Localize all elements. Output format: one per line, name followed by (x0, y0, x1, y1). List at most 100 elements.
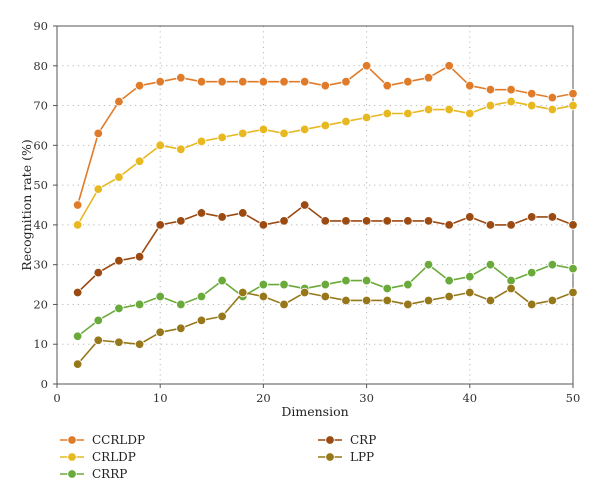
point-ccrldp (155, 76, 165, 87)
point-crrp (423, 259, 434, 270)
point-ccrldp (217, 76, 227, 87)
y-axis-title: Recognition rate (%) (19, 139, 34, 270)
point-ccrldp (72, 200, 83, 210)
point-crldp (547, 104, 558, 115)
point-crldp (279, 128, 289, 139)
point-crrp (485, 259, 496, 270)
point-ccrldp (547, 92, 558, 103)
point-crp (568, 220, 578, 230)
point-lpp (114, 337, 124, 347)
point-lpp (196, 315, 207, 326)
legend-item-lpp: LPP (318, 450, 374, 464)
point-crrp (547, 259, 558, 270)
point-ccrldp (134, 80, 145, 91)
point-crp (134, 252, 145, 262)
point-crp (341, 216, 351, 226)
point-crp (320, 216, 331, 226)
point-lpp (238, 287, 248, 298)
point-crldp (238, 128, 248, 139)
legend-marker-lpp (325, 452, 335, 462)
point-crldp (134, 156, 145, 166)
legend-marker-crldp (67, 452, 77, 462)
point-crp (403, 216, 413, 226)
point-lpp (134, 339, 145, 349)
legend-item-crp: CRP (318, 433, 376, 447)
point-crrp (258, 279, 269, 290)
point-crrp (217, 275, 227, 286)
point-ccrldp (568, 88, 578, 99)
point-crrp (196, 291, 207, 302)
point-crldp (341, 116, 351, 127)
y-tick-label: 70 (33, 99, 48, 113)
legend-marker-crrp (67, 469, 77, 479)
point-crldp (568, 100, 578, 111)
point-ccrldp (527, 88, 537, 99)
point-crrp (568, 263, 578, 274)
legend-item-crrp: CRRP (60, 467, 127, 481)
legend-label-crldp: CRLDP (92, 450, 136, 464)
point-crp (196, 208, 207, 218)
x-tick-label: 30 (359, 391, 374, 405)
point-crrp (114, 303, 124, 314)
point-ccrldp (341, 76, 351, 87)
point-crp (155, 220, 165, 230)
point-lpp (485, 295, 496, 306)
point-lpp (176, 323, 186, 334)
y-tick-label: 50 (33, 178, 48, 192)
point-crldp (444, 104, 454, 115)
legend-label-ccrldp: CCRLDP (92, 433, 145, 447)
x-tick-label: 0 (53, 391, 60, 405)
point-ccrldp (423, 73, 434, 83)
point-ccrldp (114, 96, 124, 107)
point-crrp (527, 267, 537, 278)
point-crp (465, 212, 475, 222)
point-crp (547, 212, 558, 222)
point-crldp (93, 184, 103, 194)
point-ccrldp (320, 80, 331, 91)
point-lpp (465, 287, 475, 298)
point-ccrldp (382, 80, 392, 91)
x-axis-ticks: 0 10 20 30 40 50 (53, 384, 580, 405)
point-crp (176, 216, 186, 226)
x-tick-label: 10 (153, 391, 168, 405)
point-ccrldp (279, 76, 289, 87)
point-lpp (444, 291, 454, 302)
point-crp (485, 220, 496, 230)
point-crrp (361, 275, 372, 286)
point-lpp (93, 335, 103, 345)
y-tick-label: 0 (41, 377, 48, 391)
point-crldp (155, 140, 165, 151)
point-crp (279, 216, 289, 226)
point-crldp (320, 120, 331, 131)
point-ccrldp (176, 73, 186, 83)
point-crldp (196, 136, 207, 147)
y-tick-label: 90 (33, 19, 48, 33)
point-ccrldp (361, 61, 372, 71)
point-crp (238, 208, 248, 218)
point-ccrldp (196, 76, 207, 87)
point-lpp (341, 295, 351, 306)
point-lpp (72, 359, 83, 369)
x-tick-label: 20 (256, 391, 271, 405)
y-tick-label: 40 (33, 218, 48, 232)
point-crrp (506, 275, 516, 286)
point-crldp (382, 108, 392, 119)
point-crrp (341, 275, 351, 286)
series-lpp (72, 283, 578, 369)
point-ccrldp (444, 61, 454, 71)
point-crldp (299, 124, 310, 135)
point-crldp (403, 108, 413, 119)
series-ccrldp (72, 61, 578, 210)
point-lpp (382, 295, 392, 306)
point-crldp (423, 104, 434, 115)
legend-item-ccrldp: CCRLDP (60, 433, 145, 447)
y-tick-label: 60 (33, 138, 48, 152)
point-crp (423, 216, 434, 226)
point-crldp (176, 144, 186, 155)
point-ccrldp (258, 76, 269, 87)
point-ccrldp (485, 84, 496, 95)
grid (57, 26, 573, 384)
point-lpp (568, 287, 578, 298)
point-lpp (403, 299, 413, 310)
